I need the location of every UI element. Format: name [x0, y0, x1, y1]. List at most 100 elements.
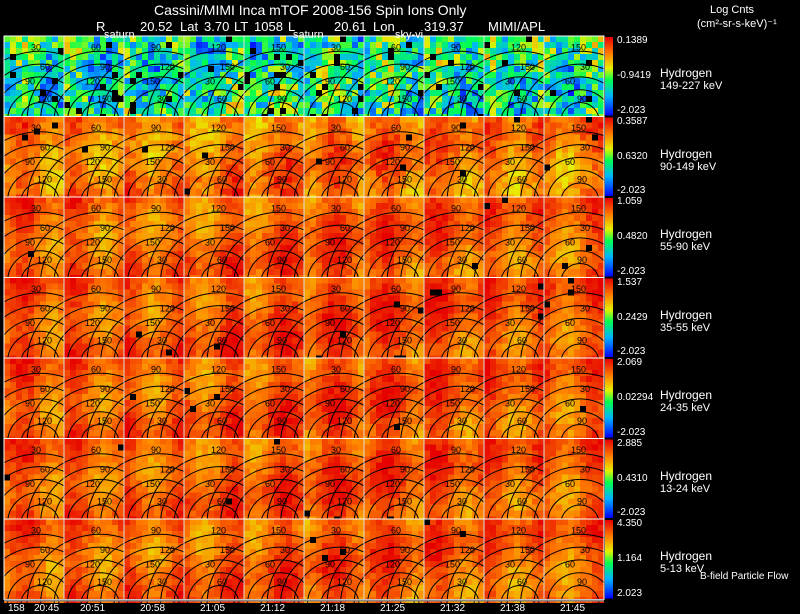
contour-label: 90 [25, 157, 35, 167]
heat-cell [64, 123, 70, 129]
heat-cell [4, 302, 10, 308]
heat-cell [460, 197, 466, 203]
heat-cell [598, 60, 604, 66]
heat-cell [184, 290, 190, 296]
heat-cell [424, 141, 430, 147]
heat-cell [370, 251, 376, 257]
heat-cell [532, 84, 538, 90]
heat-cell [316, 221, 322, 227]
heat-cell [490, 209, 496, 215]
heat-cell [64, 239, 70, 245]
heat-cell [472, 72, 478, 78]
heat-cell [382, 257, 388, 263]
heat-cell [292, 117, 298, 123]
heat-cell [226, 123, 232, 129]
heat-cell [526, 215, 532, 221]
heat-cell [88, 66, 94, 72]
heat-cell [46, 278, 52, 284]
contour-label: 90 [277, 255, 287, 265]
heat-cell [124, 78, 130, 84]
contour-label: 90 [100, 223, 110, 233]
heat-cell [40, 215, 46, 221]
heat-cell [256, 108, 262, 114]
heat-cell [220, 84, 226, 90]
heat-cell [64, 284, 70, 290]
heat-cell [496, 102, 502, 108]
heat-cell [82, 197, 88, 203]
heat-cell [196, 197, 202, 203]
heat-cell [346, 159, 352, 165]
heat-cell [166, 197, 172, 203]
heat-cell [598, 72, 604, 78]
heat-cell [580, 197, 586, 203]
heat-cell [286, 189, 292, 195]
heat-cell [196, 221, 202, 227]
heat-cell [262, 96, 268, 102]
heat-cell [472, 165, 478, 171]
heat-cell [16, 102, 22, 108]
contour-label: 30 [280, 62, 290, 72]
colorbar [605, 198, 613, 277]
heat-cell [214, 54, 220, 60]
heat-cell [394, 197, 400, 203]
heat-cell [184, 263, 190, 269]
heat-cell [172, 165, 178, 171]
heat-cell [130, 197, 136, 203]
heat-cell [130, 221, 136, 227]
heat-cell [490, 269, 496, 275]
heat-cell [364, 197, 370, 203]
heat-cell [136, 233, 142, 239]
heat-cell [148, 36, 154, 42]
heat-cell [238, 269, 244, 275]
heat-cell [4, 209, 10, 215]
heat-cell [550, 123, 556, 129]
heat-cell [10, 42, 16, 48]
heat-cell [436, 72, 442, 78]
heat-cell [16, 302, 22, 308]
heat-cell [436, 153, 442, 159]
heat-cell [484, 123, 490, 129]
heat-cell [286, 48, 292, 54]
heat-cell [112, 84, 118, 90]
heat-cell [346, 135, 352, 141]
heat-cell [412, 72, 418, 78]
heat-cell [262, 215, 268, 221]
heat-cell [304, 203, 310, 209]
heat-cell [598, 245, 604, 251]
heat-cell [166, 117, 172, 123]
heat-cell [466, 189, 472, 195]
heat-cell [4, 129, 10, 135]
heat-cell [34, 197, 40, 203]
heat-cell [298, 263, 304, 269]
heat-cell [238, 183, 244, 189]
heat-cell [418, 117, 424, 123]
heat-cell [70, 350, 76, 356]
heat-cell [430, 78, 436, 84]
heat-cell [160, 326, 166, 332]
contour-label: 30 [457, 175, 467, 185]
heat-cell [550, 108, 556, 114]
heat-cell [130, 284, 136, 290]
heat-cell [556, 153, 562, 159]
heat-cell [304, 123, 310, 129]
heat-cell [376, 117, 382, 123]
heat-cell [358, 183, 364, 189]
heat-cell [514, 189, 520, 195]
heat-cell [220, 245, 226, 251]
heat-cell [154, 135, 160, 141]
heat-cell [148, 66, 154, 72]
heat-cell [520, 215, 526, 221]
heat-cell [472, 233, 478, 239]
heat-cell [340, 84, 346, 90]
heat-cell [232, 233, 238, 239]
heat-cell [418, 123, 424, 129]
heat-cell [592, 165, 598, 171]
heat-cell [64, 177, 70, 183]
heat-cell [280, 245, 286, 251]
heat-cell [454, 117, 460, 123]
heat-cell [226, 42, 232, 48]
heat-cell [364, 159, 370, 165]
heat-cell [124, 221, 130, 227]
heat-cell [130, 239, 136, 245]
heat-cell [598, 141, 604, 147]
